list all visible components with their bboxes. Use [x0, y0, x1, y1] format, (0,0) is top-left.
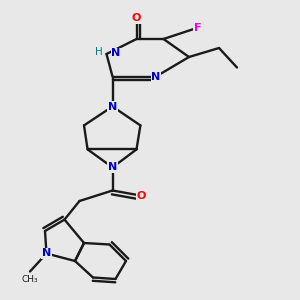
Text: N: N [111, 48, 121, 59]
Text: N: N [108, 162, 117, 172]
Text: CH₃: CH₃ [22, 275, 38, 284]
Text: N: N [108, 101, 117, 112]
Text: H: H [95, 47, 103, 57]
Text: N: N [152, 71, 160, 82]
Text: F: F [194, 22, 202, 33]
Text: O: O [132, 13, 141, 23]
Text: N: N [42, 248, 51, 259]
Text: O: O [136, 190, 146, 201]
